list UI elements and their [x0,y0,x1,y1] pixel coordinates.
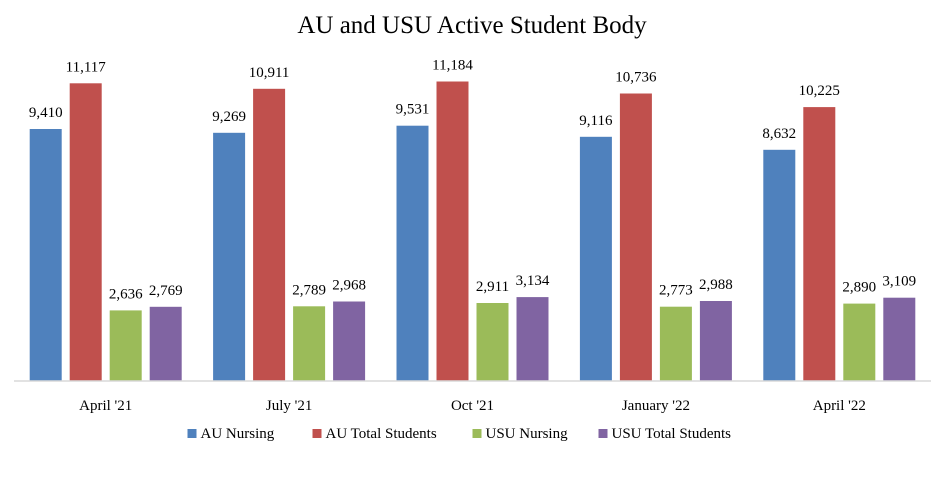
data-label-au-nursing-january-22: 9,116 [579,113,613,129]
x-tick-label-july-21: July '21 [266,398,312,414]
bar-au-total-students-april-21 [69,83,102,382]
legend: AU Nursing AU Total Students USU Nursing US… [187,426,732,442]
bar-au-nursing-january-22 [579,136,612,381]
bar-usu-total-students-july-21 [333,301,366,381]
legend-item-au-nursing: AU Nursing [187,426,275,442]
legend-swatch-au-total-students [312,429,322,438]
data-label-usu-total-students-oct-21: 3,134 [516,273,550,289]
data-label-au-nursing-april-21: 9,410 [29,105,63,121]
x-tick-label-january-22: January '22 [622,398,690,414]
bar-au-total-students-january-22 [619,93,652,381]
x-tick-label-april-22: April '22 [813,398,866,414]
data-label-usu-nursing-april-21: 2,636 [109,286,143,302]
legend-label-usu-total-students: USU Total Students [612,426,732,442]
bar-usu-nursing-april-22 [843,303,876,381]
legend-swatch-usu-total-students [598,429,608,438]
bar-au-nursing-april-22 [763,149,796,381]
data-label-usu-nursing-july-21: 2,789 [292,282,326,298]
bar-au-total-students-oct-21 [436,81,469,381]
x-tick-label-oct-21: Oct '21 [451,398,494,414]
bar-usu-nursing-oct-21 [476,303,509,381]
bar-usu-total-students-april-22 [883,297,916,381]
bar-au-nursing-april-21 [29,129,62,381]
data-label-au-total-students-april-22: 10,225 [799,83,840,99]
legend-label-au-nursing: AU Nursing [201,426,275,442]
data-label-usu-nursing-january-22: 2,773 [659,283,693,299]
legend-item-usu-nursing: USU Nursing [472,426,569,442]
legend-swatch-au-nursing [187,429,197,438]
bar-usu-total-students-january-22 [699,301,732,381]
data-label-usu-total-students-april-22: 3,109 [882,274,916,290]
data-label-usu-nursing-april-22: 2,890 [842,280,876,296]
data-label-usu-total-students-january-22: 2,988 [699,277,733,293]
x-tick-labels: April '21 July '21 Oct '21 January '22 April… [79,398,866,414]
x-tick-label-april-21: April '21 [79,398,132,414]
bar-usu-nursing-july-21 [293,306,326,381]
bar-au-total-students-july-21 [253,88,286,382]
bar-au-total-students-april-22 [803,107,836,381]
data-label-usu-total-students-april-21: 2,769 [149,283,183,299]
legend-label-usu-nursing: USU Nursing [486,426,569,442]
bar-usu-total-students-oct-21 [516,297,549,381]
legend-swatch-usu-nursing [472,429,482,438]
chart-title: AU and USU Active Student Body [297,12,647,39]
bar-usu-nursing-april-21 [109,310,142,381]
bar-au-nursing-oct-21 [396,125,429,381]
data-label-usu-total-students-july-21: 2,968 [332,278,366,294]
bar-au-nursing-july-21 [213,132,246,381]
data-label-au-total-students-april-21: 11,117 [66,59,107,75]
data-label-au-total-students-oct-21: 11,184 [432,58,473,74]
legend-label-au-total-students: AU Total Students [326,426,437,442]
bars-layer [29,81,916,382]
data-label-au-total-students-july-21: 10,911 [249,65,290,81]
legend-item-au-total-students: AU Total Students [312,426,437,442]
data-label-au-nursing-april-22: 8,632 [762,126,796,142]
bar-usu-nursing-january-22 [659,306,692,381]
data-label-au-total-students-january-22: 10,736 [615,70,657,86]
data-label-au-nursing-july-21: 9,269 [212,109,246,125]
bar-usu-total-students-april-21 [149,306,182,381]
data-labels-layer: 9,410 11,117 2,636 2,769 9,269 10,911 2,789 2,9… [29,58,916,303]
legend-item-usu-total-students: USU Total Students [598,426,732,442]
data-label-au-nursing-oct-21: 9,531 [396,102,430,118]
data-label-usu-nursing-oct-21: 2,911 [476,279,509,295]
